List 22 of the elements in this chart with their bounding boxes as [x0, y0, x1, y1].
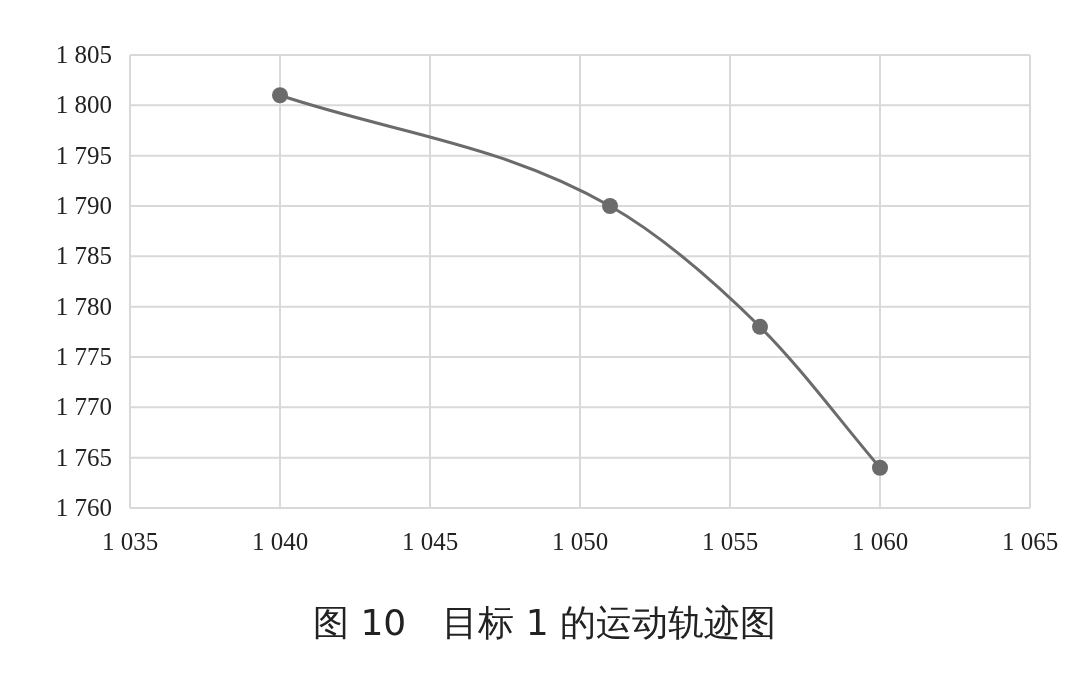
y-tick-label: 1 805 [55, 41, 112, 68]
point [272, 87, 288, 104]
caption: 图 10 目标 1 的运动轨迹图 [312, 602, 777, 643]
y-tick-label: 1 795 [55, 141, 112, 169]
x-tick-label: 1 060 [851, 528, 909, 555]
x-tick-label: 1 055 [701, 528, 759, 555]
y-tick-label: 1 800 [55, 91, 112, 119]
y-tick-label: 1 770 [55, 393, 112, 421]
y-tick-label: 1 780 [55, 292, 112, 320]
point [872, 459, 888, 476]
x-tick-label: 1 065 [1001, 528, 1059, 555]
y-tick-label: 1 790 [55, 192, 112, 219]
point [602, 198, 618, 214]
x-tick-label: 1 035 [101, 528, 159, 555]
y-tick-label: 1 765 [55, 443, 112, 471]
y-tick-label: 1 785 [55, 242, 112, 270]
y-tick-label: 1 760 [55, 494, 112, 521]
x-tick-label: 1 050 [551, 528, 609, 555]
x-tick-label: 1 040 [251, 528, 309, 555]
x-tick-label: 1 045 [401, 528, 459, 555]
y-tick-label: 1 775 [55, 343, 112, 370]
point [752, 318, 768, 335]
